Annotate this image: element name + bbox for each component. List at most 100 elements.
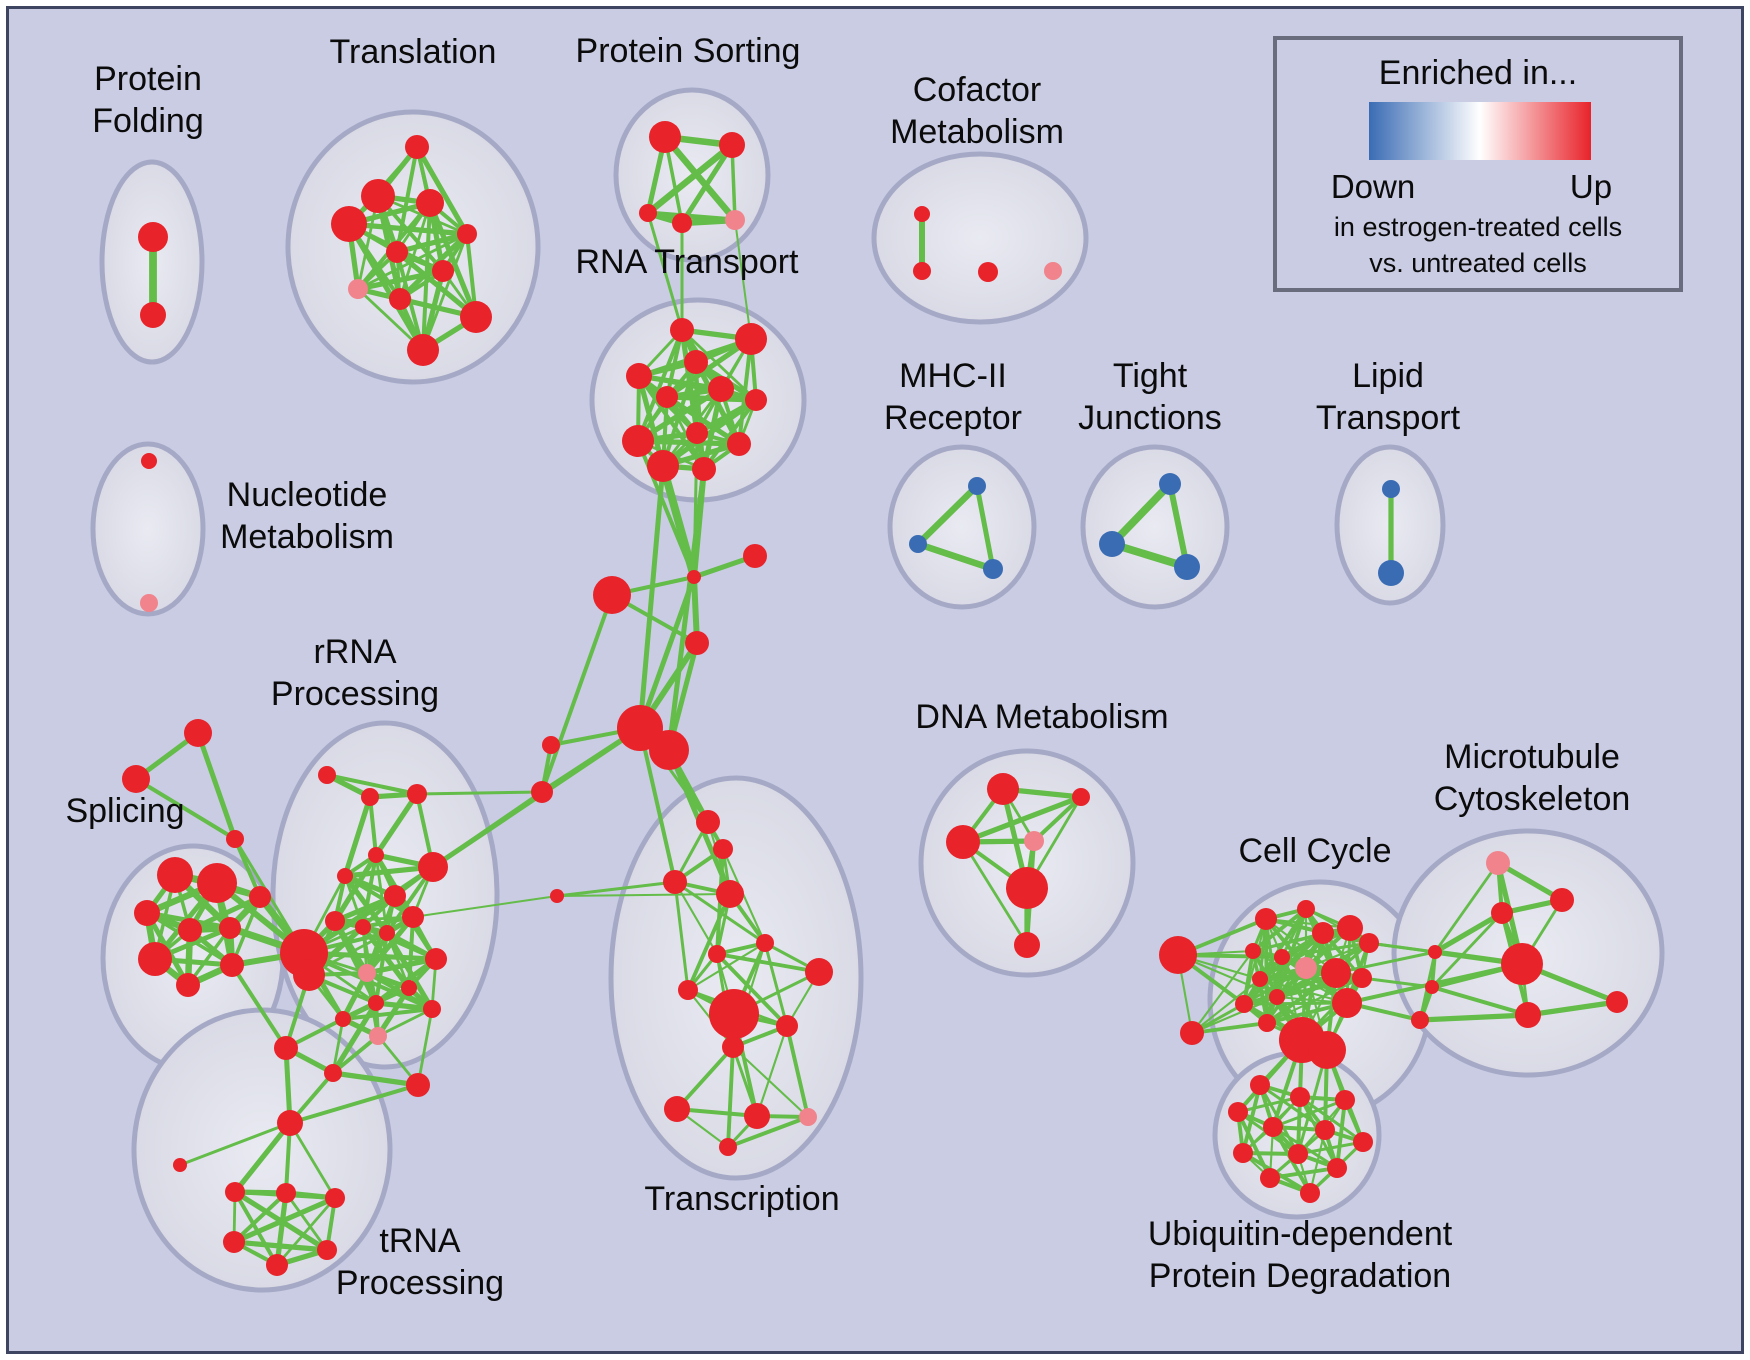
gene-set-node [249,886,271,908]
gene-set-node [335,1011,351,1027]
gene-set-node [617,705,663,751]
legend-subtitle-line2: vs. untreated cells [1369,248,1587,278]
gene-set-node [140,302,166,328]
edge [1108,480,1174,548]
gene-set-node [978,262,998,282]
gene-set-node [709,989,759,1039]
gene-set-node [1315,1120,1335,1140]
gene-set-node [407,784,427,804]
cluster-label-transcription: Transcription [644,1180,839,1218]
edge [346,221,470,237]
edge [330,1000,379,1076]
cluster-label-rrna-processing: rRNA [313,633,396,671]
inter-cluster-edge [666,466,707,753]
cluster-nodes-translation [331,135,492,366]
edge [755,1024,789,1118]
cluster-label-cofactor-metabolism: Metabolism [890,113,1064,151]
cluster-label-lipid-transport: Lipid [1352,357,1424,395]
edge [644,141,736,217]
gene-set-node [1352,968,1372,988]
cluster-nodes-microtubule-cytoskeleton [1411,851,1628,1029]
inter-cluster-edge [288,1083,420,1125]
legend-color-gradient-bar [1369,102,1591,160]
gene-set-node [1159,936,1197,974]
gene-set-node [405,135,429,159]
edge [635,438,742,447]
gene-set-node [361,788,379,806]
cluster-label-ubiquitin-degradation: Ubiquitin-dependent [1148,1215,1453,1253]
edge [284,1191,329,1252]
edge [364,914,416,976]
gene-set-node [744,1103,770,1129]
edge [373,791,420,858]
edge [364,956,439,976]
inter-cluster-edge [431,790,544,869]
edge [1430,911,1504,989]
edge [1430,985,1530,1017]
cluster-label-rrna-processing: Processing [271,675,439,713]
edge [331,1034,380,1075]
inter-cluster-edge [637,463,666,731]
edge [636,328,684,443]
cluster-label-mhc-ii-receptor: MHC-II [899,357,1007,395]
gene-set-node [1491,902,1513,924]
gene-set-node [1174,554,1200,580]
cluster-label-protein-folding: Folding [92,102,204,140]
edge [702,398,758,471]
cluster-label-rna-transport: RNA Transport [576,243,800,281]
gene-set-node [805,958,833,986]
edge [763,941,789,1028]
edge [726,1115,810,1149]
gene-set-node [968,477,986,495]
inter-cluster-edge [415,790,544,796]
edge [1190,977,1262,1035]
gene-set-node [157,857,193,893]
gene-set-node [274,1036,298,1060]
gene-set-node [423,1000,441,1018]
edge [355,268,446,292]
edge [274,1190,289,1268]
inter-cluster-edge [134,777,237,841]
gene-set-node [425,948,447,970]
gene-set-node [389,288,411,310]
gene-set-node [219,917,241,939]
gene-set-node [1269,989,1285,1005]
legend-down-label: Down [1330,168,1416,205]
gene-set-node [531,781,553,803]
edge [686,892,732,992]
cluster-nodes-tight-junctions [1099,473,1200,580]
edge [232,1191,288,1244]
edge [394,231,470,255]
gene-set-node [266,1254,288,1276]
edge [1032,795,1083,843]
cluster-nodes-connectors [122,544,767,1172]
cluster-nodes-ubiquitin-degradation [1228,1075,1373,1203]
inter-cluster-edge [659,462,698,581]
edge [1167,481,1190,570]
gene-set-node [722,1036,744,1058]
gene-set-node [220,953,244,977]
gene-set-node [649,730,689,770]
gene-set-node [1353,1132,1373,1152]
edge [414,144,470,237]
inter-cluster-edge [637,574,697,731]
edge [679,142,735,226]
cluster-label-trna-processing: Processing [336,1264,504,1302]
gene-set-node [593,576,631,614]
edge [715,952,821,974]
gene-set-node [713,839,733,859]
gene-set-node [685,631,709,655]
gene-set-node [358,964,376,982]
gene-set-node [173,1158,187,1172]
gene-set-node [1250,1075,1270,1095]
edge [346,221,426,353]
edge [1236,1095,1302,1114]
gene-set-node [687,570,701,584]
gene-set-node [457,224,477,244]
gene-set-node [1606,991,1628,1013]
cluster-nodes-splicing [134,857,271,997]
cluster-label-nucleotide-metabolism: Nucleotide [227,476,388,514]
gene-set-node [460,301,492,333]
gene-set-node [225,1182,245,1202]
gene-set-node [1159,473,1181,495]
